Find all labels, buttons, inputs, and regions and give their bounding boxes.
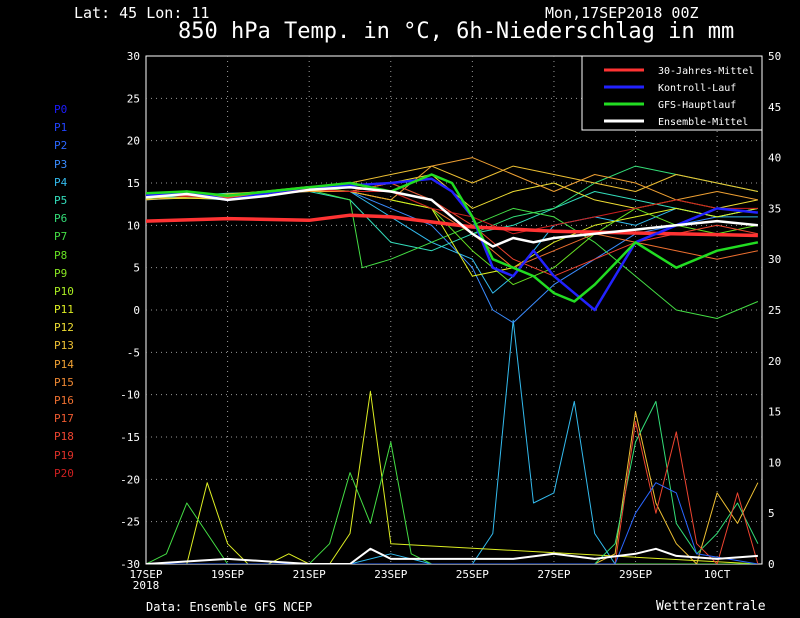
member-label-p8: P8 <box>54 248 68 262</box>
precip-line-p2 <box>146 482 758 564</box>
member-label-p2: P2 <box>54 139 68 153</box>
y-left-tick-label: 20 <box>127 135 140 148</box>
y-left-tick-label: 5 <box>133 262 140 275</box>
precip-line-p18 <box>146 421 759 564</box>
y-left-tick-label: 15 <box>127 177 140 190</box>
x-year-label: 2018 <box>133 579 160 592</box>
y-right-tick-label: 5 <box>768 507 775 520</box>
temp-line-ensemble-mittel <box>146 185 759 248</box>
member-list: P0 P1 P2 P3 P4 P5 P6 P7 P8 P9 P10 P11 P12 P13 P14 P15 P1… <box>54 101 74 483</box>
legend-box <box>581 55 763 131</box>
member-label-p14: P14 <box>54 357 74 371</box>
x-tick-label: 23SEP <box>374 568 407 581</box>
plot-frame <box>145 55 763 565</box>
precip-line-ensemble-mittel <box>146 547 758 564</box>
temp-line-p14 <box>146 157 759 201</box>
member-label-p20: P20 <box>54 466 74 480</box>
legend-label: Ensemble-Mittel <box>658 117 748 128</box>
data-source-label: Data: Ensemble GFS NCEP <box>146 600 313 614</box>
y-right-tick-label: 45 <box>768 101 781 114</box>
member-label-p11: P11 <box>54 303 74 317</box>
y-right-tick-label: 50 <box>768 50 781 63</box>
member-label-p18: P18 <box>54 430 74 444</box>
member-label-p7: P7 <box>54 230 68 244</box>
legend-label: Kontroll-Lauf <box>658 83 736 94</box>
y-left-tick-label: -20 <box>120 473 140 486</box>
precip-line-p13 <box>146 411 759 564</box>
precip-line-p11 <box>146 390 758 564</box>
chart-title: 850 hPa Temp. in °C, 6h-Niederschlag in … <box>178 19 735 44</box>
y-left-tick-label: 0 <box>133 304 140 317</box>
run-time-label: Mon,17SEP2018 00Z <box>545 4 699 22</box>
x-tick-label: 19SEP <box>211 568 244 581</box>
y-left-tick-label: -5 <box>127 346 140 359</box>
member-label-p15: P15 <box>54 375 74 389</box>
member-label-p12: P12 <box>54 321 74 335</box>
x-tick-label: 29SEP <box>619 568 652 581</box>
temp-line-gfs-hauptlauf <box>146 173 759 303</box>
y-right-tick-label: 10 <box>768 456 781 469</box>
y-left-tick-label: 10 <box>127 219 140 232</box>
member-label-p1: P1 <box>54 121 68 135</box>
y-left-tick-label: -10 <box>120 389 140 402</box>
x-tick-label: 25SEP <box>456 568 489 581</box>
member-label-p0: P0 <box>54 103 68 116</box>
legend-label: 30-Jahres-Mittel <box>658 66 754 77</box>
x-tick-label: 17SEP <box>129 568 162 581</box>
member-label-p10: P10 <box>54 284 74 298</box>
y-left-tick-label: 25 <box>127 92 140 105</box>
member-label-p5: P5 <box>54 193 68 207</box>
temp-line-kontroll-lauf <box>146 177 759 312</box>
y-left-tick-label: -25 <box>120 516 140 529</box>
member-label-p9: P9 <box>54 266 68 280</box>
member-label-p6: P6 <box>54 212 68 226</box>
y-right-tick-label: 0 <box>768 558 775 571</box>
legend-label: GFS-Hauptlauf <box>658 100 736 111</box>
member-label-p16: P16 <box>54 394 74 407</box>
brand-label: Wetterzentrale <box>656 599 766 614</box>
precip-line-p4 <box>146 319 758 564</box>
y-right-tick-label: 20 <box>768 355 781 368</box>
member-label-p17: P17 <box>54 412 74 426</box>
x-tick-label: 10CT <box>704 568 731 581</box>
member-label-p3: P3 <box>54 157 68 171</box>
y-left-tick-label: 30 <box>127 50 140 63</box>
y-right-tick-label: 35 <box>768 202 781 215</box>
y-right-tick-label: 40 <box>768 152 781 165</box>
location-label: Lat: 45 Lon: 11 <box>74 4 210 22</box>
y-right-tick-label: 30 <box>768 253 781 266</box>
member-label-p4: P4 <box>54 175 68 189</box>
y-left-tick-label: -15 <box>120 431 140 444</box>
member-label-p13: P13 <box>54 339 74 353</box>
y-right-tick-label: 25 <box>768 304 781 317</box>
temp-line-30-jahres-mittel <box>146 213 758 238</box>
temp-line-p11 <box>146 190 759 277</box>
member-label-p19: P19 <box>54 448 74 462</box>
y-right-tick-label: 15 <box>768 406 781 419</box>
x-tick-label: 27SEP <box>537 568 570 581</box>
precip-line-p7 <box>146 441 758 564</box>
precip-line-p6 <box>146 400 759 564</box>
y-left-tick-label: -30 <box>120 558 140 571</box>
x-tick-label: 21SEP <box>293 568 326 581</box>
